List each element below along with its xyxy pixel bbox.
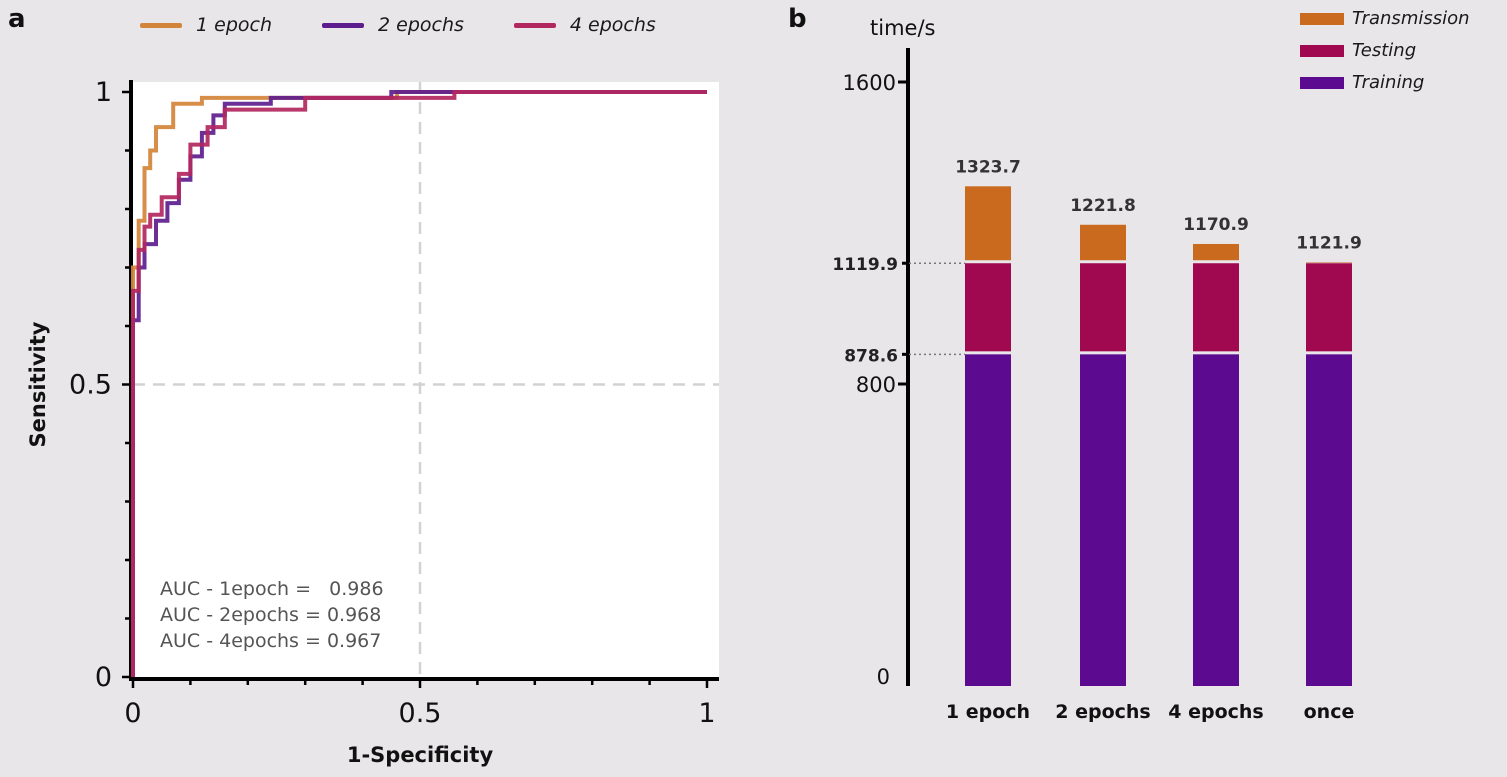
legend-swatch [1300,12,1344,25]
legend-item-1-epoch: 1 epoch [140,14,272,36]
reference-label: 878.6 [844,346,898,366]
x-tick-label: 2 epochs [1055,701,1150,723]
bar-segment-training [965,354,1011,686]
bar-total-label: 1323.7 [955,157,1021,177]
y-tick-label: 0 [95,662,112,693]
bar-total-label: 1221.8 [1070,196,1136,216]
panel-b-label: b [788,4,807,34]
roc-curve-1-epoch [131,90,707,677]
bar-segment-transmission [965,186,1011,261]
bar-segment-transmission [1080,224,1126,261]
panel-a-label: a [8,4,26,34]
bar-segment-testing [965,263,1011,352]
bar-segment-training [1306,354,1352,686]
bar-segment-transmission [1193,243,1239,261]
bar-segment-testing [1080,263,1126,352]
legend-swatch [140,22,182,28]
legend-item-training: Training [1300,72,1470,93]
bar-total-label: 1170.9 [1183,215,1249,235]
y-tick-label: 0.5 [69,370,112,401]
x-tick-label: 1 epoch [946,701,1030,723]
legend-item-testing: Testing [1300,40,1470,61]
auc-line-2-epochs: AUC - 2epochs = 0.968 [160,604,382,626]
legend-label: 4 epochs [569,14,656,36]
legend-label: Testing [1352,40,1417,61]
legend-item-transmission: Transmission [1300,8,1470,29]
bar-segment-training [1193,354,1239,686]
y-tick-label: 1 [95,77,112,108]
bar-segment-transmission [1306,262,1352,263]
bar-segment-training [1080,354,1126,686]
legend-swatch [1300,76,1344,89]
roc-chart: 0 0.5 1 0 0.5 1 1-Specificity Sensitivity [26,77,719,767]
bar-segment-testing [1306,263,1352,352]
x-axis-title: 1-Specificity [347,743,494,767]
roc-legend: 1 epoch 2 epochs 4 epochs [140,14,656,36]
legend-label: Training [1352,72,1425,93]
x-tick-label: 4 epochs [1168,701,1263,723]
bar-legend: Transmission Testing Training [1300,8,1470,93]
legend-label: Transmission [1352,8,1470,29]
legend-item-4-epochs: 4 epochs [513,14,656,36]
reference-label: 1119.9 [832,255,898,275]
y-axis-title: Sensitivity [26,321,50,447]
y-tick-label: 0 [877,665,890,689]
legend-label: 1 epoch [196,14,272,36]
roc-curve-2-epochs [131,90,707,677]
y-axis-title: time/s [870,16,935,40]
stacked-bar-chart: time/s 0 800 1600 1119.9 878.6 1323.7 1 epoch 12… [832,16,1362,723]
plot-area [133,82,719,677]
auc-annotation: AUC - 1epoch = 0.986 AUC - 2epochs = 0.9… [160,576,384,654]
legend-swatch [513,22,556,28]
legend-item-2-epochs: 2 epochs [322,14,464,36]
legend-swatch [322,22,364,28]
bar-segment-testing [1193,263,1239,352]
legend-swatch [1300,44,1344,57]
x-tick-label: 0.5 [399,698,442,729]
y-tick-label: 800 [856,373,896,397]
x-tick-label: 1 [698,698,715,729]
bar-total-label: 1121.9 [1296,233,1362,253]
y-tick-label: 1600 [843,71,896,95]
auc-line-4-epochs: AUC - 4epochs = 0.967 [160,630,382,652]
auc-line-1-epoch: AUC - 1epoch = 0.986 [160,578,384,600]
roc-curve-4-epochs [131,90,707,677]
legend-label: 2 epochs [378,14,464,36]
x-tick-label: 0 [124,698,141,729]
x-tick-label: once [1304,701,1355,723]
